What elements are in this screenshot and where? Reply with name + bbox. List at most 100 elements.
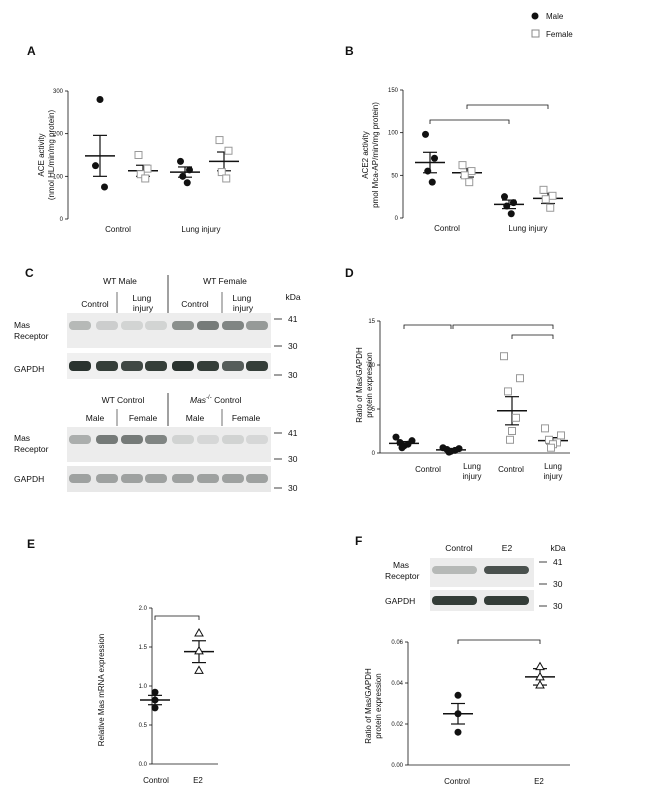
y-tick-label: 200 [53,132,64,138]
data-point [547,443,555,452]
data-point [548,191,557,200]
blot-c-marker: 30 [288,483,298,493]
data-point [507,210,515,218]
legend-male-marker [531,12,539,20]
y-tick-label: 5 [372,407,376,413]
x-group-label: Lung injury [181,225,220,234]
y-tick-label: 100 [388,131,399,137]
data-point [467,167,476,176]
data-point [215,136,224,145]
x-group-label: Control [434,224,460,233]
blot-c-marker: 30 [288,341,298,351]
y-tick-label: 10 [368,363,375,369]
blot-f-kda: kDa [550,543,565,553]
blot-band [121,435,143,444]
blot-f-lane-label: Control [445,543,473,553]
y-axis-label-line: ACE2 activity [361,131,370,179]
blot-band [69,361,91,371]
blot-band [145,474,167,483]
blot-f-marker: 30 [553,579,563,589]
y-axis-label-line: Ratio of Mas/GAPDH [355,347,364,423]
blot-band [222,474,244,483]
blot-f-row-label-l2: Receptor [385,571,420,581]
data-point [546,203,555,212]
data-point [151,704,159,712]
blot-c-marker: 41 [288,314,298,324]
x-tick-label: E2 [193,776,203,785]
blot-f-lane-label: E2 [502,543,513,553]
blot-c-group-wt-control: WT Control [102,395,145,405]
blot-band [172,435,194,444]
y-tick-label: 1.0 [139,684,148,690]
y-axis-label: Relative Mas mRNA expression [97,634,106,746]
data-point [136,170,145,179]
blot-f-gapdh-label: GAPDH [385,596,415,606]
x-tick-label-l1: Lung [544,462,562,471]
y-axis-label: Ratio of Mas/GAPDHprotein expression [364,668,383,744]
significance-bracket [452,324,554,329]
data-point [141,174,150,183]
y-axis-label-line: protein expression [365,352,374,417]
data-point [465,178,474,187]
blot-band [484,596,529,605]
x-tick-label-l2: injury [543,472,562,481]
x-tick-label: Control [415,465,441,474]
blot-f-marker: 41 [553,557,563,567]
y-tick-label: 0.04 [391,681,403,687]
data-point [222,174,231,183]
data-point [541,195,550,204]
data-point [541,424,549,433]
y-tick-label: 150 [388,88,399,94]
data-point [151,696,159,704]
blot-c-lane-label-l1: Lung [132,293,151,303]
blot-c-gapdh-bottom-membrane [67,466,271,492]
data-point [194,645,204,655]
blot-c-lane-label-l2: injury [233,303,254,313]
blot-band [246,435,268,444]
data-point [512,413,520,422]
significance-bracket [429,119,510,124]
blot-band [172,361,194,371]
y-tick-label: 1.5 [139,645,148,651]
data-point [503,202,511,210]
data-point [224,146,233,155]
chart-e: 0.0 0.5 1.0 1.5 2.0 Relative Mas mRNA express… [97,606,218,785]
blot-band [197,435,219,444]
significance-bracket [466,104,549,109]
y-tick-label: 0.0 [139,762,148,768]
x-group-label: Control [105,225,131,234]
data-point [557,431,565,440]
blot-c-lane-label: Control [181,299,209,309]
y-axis-label-line: Relative Mas mRNA expression [97,634,106,746]
blot-band [432,566,477,574]
blot-c-row-label: Mas Receptor [14,320,49,341]
blot-c-group-ko-name: Mas [190,395,207,405]
blot-band [69,321,91,330]
significance-bracket [403,324,452,329]
y-axis-label-line: ACE activity [37,133,46,176]
y-tick-label: 2.0 [139,606,148,612]
x-tick-label: Control [444,777,470,786]
blot-c-kda: kDa [285,292,300,302]
data-point [177,157,184,165]
significance-bracket [457,639,541,644]
blot-c-row-label: Mas Receptor [14,433,49,454]
data-point [454,710,462,718]
blot-band [121,474,143,483]
legend-female-label: Female [546,30,573,39]
blot-band [172,474,194,483]
blot-c-lane-label: Lung injury [232,293,254,313]
data-point [398,444,406,452]
blot-c-group-wt-male: WT Male [103,276,137,286]
y-axis-label-line: pmol Mca-AP/min/mg protein) [371,102,380,208]
blot-band [222,435,244,444]
data-point [458,161,467,170]
blot-c-gapdh-label: GAPDH [14,364,44,374]
blot-c-marker: 30 [288,454,298,464]
y-tick-label: 0.02 [391,722,403,728]
blot-c-group-wt-female: WT Female [203,276,247,286]
significance-bracket [154,615,200,620]
legend-male-label: Male [546,12,564,21]
data-point [460,171,469,180]
blot-f-gapdh-membrane [430,590,534,611]
